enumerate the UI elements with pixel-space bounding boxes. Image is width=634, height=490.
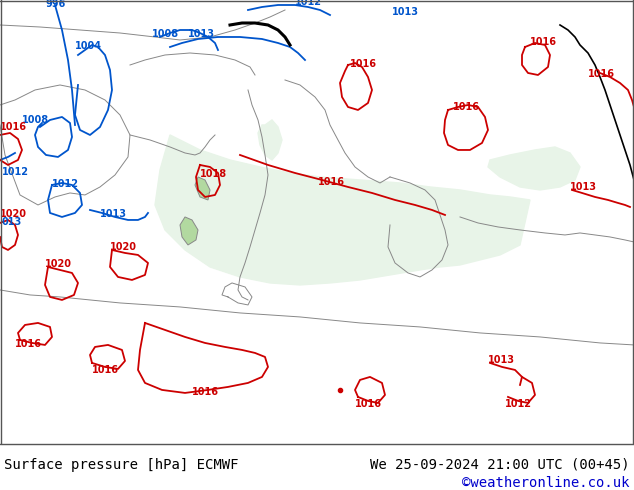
Text: ©weatheronline.co.uk: ©weatheronline.co.uk bbox=[462, 476, 630, 490]
Text: 1008: 1008 bbox=[22, 115, 49, 125]
Text: 1016: 1016 bbox=[453, 102, 480, 112]
Text: 1008: 1008 bbox=[152, 29, 179, 39]
Text: Surface pressure [hPa] ECMWF: Surface pressure [hPa] ECMWF bbox=[4, 458, 238, 472]
Text: 1012: 1012 bbox=[52, 179, 79, 189]
Text: 1016: 1016 bbox=[0, 122, 27, 132]
Text: 1013: 1013 bbox=[570, 182, 597, 192]
Text: 996: 996 bbox=[45, 0, 65, 9]
Text: 013: 013 bbox=[2, 217, 22, 227]
Text: 1016: 1016 bbox=[15, 339, 42, 349]
Text: 1020: 1020 bbox=[45, 259, 72, 269]
Text: 1016: 1016 bbox=[588, 69, 615, 79]
Text: 1013: 1013 bbox=[188, 29, 215, 39]
Polygon shape bbox=[185, 175, 240, 223]
Text: 1016: 1016 bbox=[350, 59, 377, 69]
Text: 1018: 1018 bbox=[200, 169, 227, 179]
Text: 1013: 1013 bbox=[488, 355, 515, 365]
Text: 1016: 1016 bbox=[92, 365, 119, 375]
Polygon shape bbox=[258, 120, 282, 160]
Text: 1020: 1020 bbox=[110, 242, 137, 252]
Polygon shape bbox=[155, 135, 530, 285]
Text: 1012: 1012 bbox=[2, 167, 29, 177]
Text: 1016: 1016 bbox=[355, 399, 382, 409]
Text: 1012: 1012 bbox=[295, 0, 322, 7]
Polygon shape bbox=[195, 177, 210, 200]
Text: 1016: 1016 bbox=[318, 177, 345, 187]
Text: We 25-09-2024 21:00 UTC (00+45): We 25-09-2024 21:00 UTC (00+45) bbox=[370, 458, 630, 472]
Text: 1016: 1016 bbox=[530, 37, 557, 47]
Text: 1004: 1004 bbox=[75, 41, 102, 51]
Polygon shape bbox=[438, 210, 490, 257]
Text: 1013: 1013 bbox=[392, 7, 419, 17]
Polygon shape bbox=[180, 217, 198, 245]
Polygon shape bbox=[488, 147, 580, 190]
Text: 1012: 1012 bbox=[505, 399, 532, 409]
Text: 1013: 1013 bbox=[100, 209, 127, 219]
Text: 1016: 1016 bbox=[192, 387, 219, 397]
Text: 1020: 1020 bbox=[0, 209, 27, 219]
